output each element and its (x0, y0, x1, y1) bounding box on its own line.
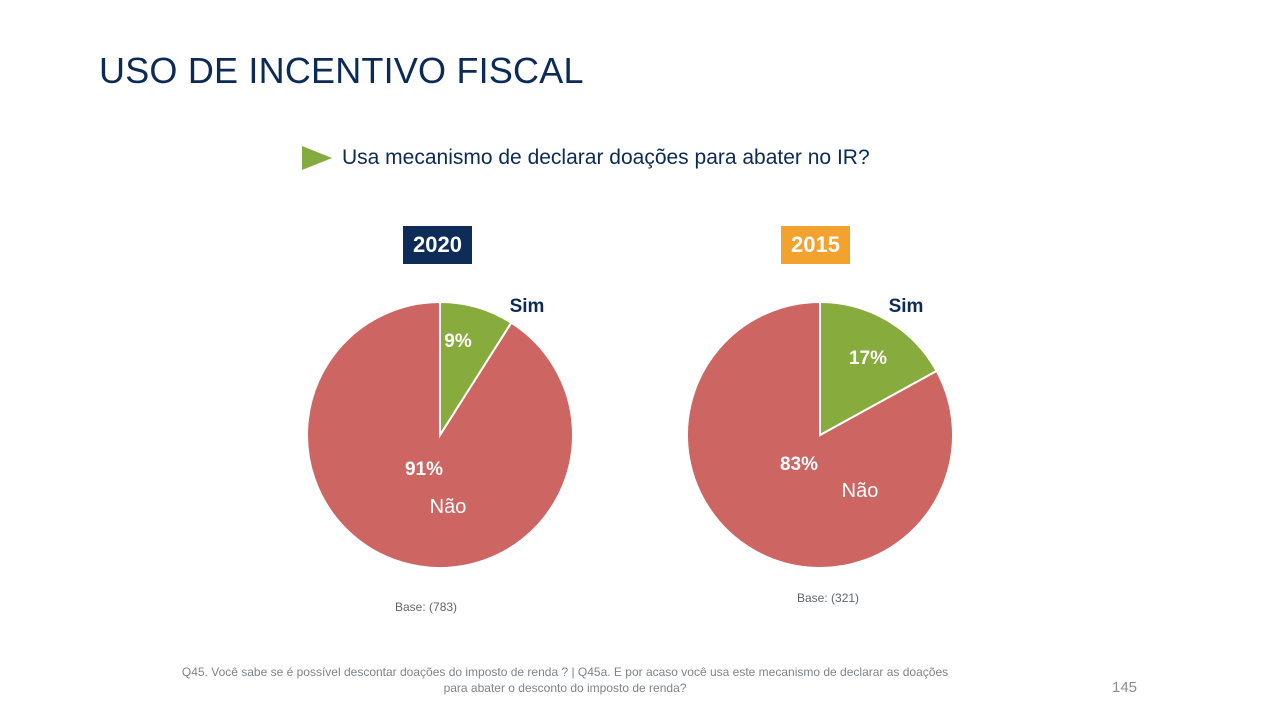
pie-2015-label-nao: Não (842, 480, 879, 502)
year-badge-2020: 2020 (403, 226, 472, 264)
pie-2020: Sim 9% 91% Não (306, 296, 574, 569)
base-label-2020: Base: (783) (395, 600, 458, 614)
slide-title: USO DE INCENTIVO FISCAL (99, 50, 584, 91)
footnote-line-2: para abater o desconto do imposto de ren… (443, 681, 687, 695)
base-label-2015: Base: (321) (797, 591, 860, 605)
question-row: Usa mecanismo de declarar doações para a… (302, 146, 870, 170)
triangle-arrow-right-icon (302, 146, 332, 170)
pie-2015: Sim 17% 83% Não (686, 296, 954, 569)
question-text: Usa mecanismo de declarar doações para a… (342, 146, 870, 169)
footnote: Q45. Você sabe se é possível descontar d… (70, 664, 1060, 696)
pie-2020-value-nao: 91% (405, 459, 443, 480)
footnote-line-1: Q45. Você sabe se é possível descontar d… (181, 665, 949, 679)
pie-2020-value-sim: 9% (444, 331, 472, 352)
year-badge-2015: 2015 (781, 226, 850, 264)
pie-2020-label-sim: Sim (510, 296, 545, 317)
pie-2020-slice-sim (439, 300, 513, 439)
pie-2015-value-nao: 83% (780, 454, 818, 475)
pie-2020-label-nao: Não (430, 496, 467, 518)
pie-2015-value-sim: 17% (849, 348, 887, 369)
page-number: 145 (1112, 679, 1138, 696)
pie-2015-slice-sim (819, 300, 938, 437)
pie-2015-label-sim: Sim (889, 296, 924, 317)
